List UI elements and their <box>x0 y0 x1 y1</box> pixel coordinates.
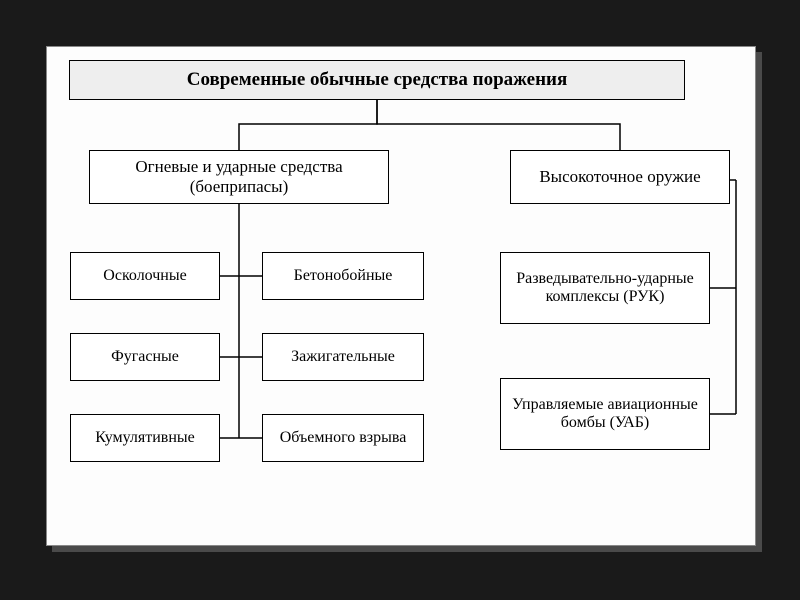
node-heat-label: Кумулятивные <box>95 429 195 447</box>
node-heat: Кумулятивные <box>70 414 220 462</box>
node-he-label: Фугасные <box>111 348 179 366</box>
node-fire-label: Огневые и ударные средства (боеприпасы) <box>96 157 382 196</box>
node-vol-label: Объемного взрыва <box>280 429 407 447</box>
node-ruk-label: Разведывательно-ударные комплексы (РУК) <box>507 270 703 307</box>
node-root: Современные обычные средства поражения <box>69 60 685 100</box>
node-ruk: Разведывательно-ударные комплексы (РУК) <box>500 252 710 324</box>
node-root-label: Современные обычные средства поражения <box>187 69 568 91</box>
node-concrete: Бетонобойные <box>262 252 424 300</box>
node-he: Фугасные <box>70 333 220 381</box>
node-precision-label: Высокоточное оружие <box>539 167 700 187</box>
node-uab: Управляемые авиационные бомбы (УАБ) <box>500 378 710 450</box>
node-vol: Объемного взрыва <box>262 414 424 462</box>
node-precision: Высокоточное оружие <box>510 150 730 204</box>
node-incend-label: Зажигательные <box>291 348 395 366</box>
node-fire: Огневые и ударные средства (боеприпасы) <box>89 150 389 204</box>
node-uab-label: Управляемые авиационные бомбы (УАБ) <box>507 396 703 433</box>
node-concrete-label: Бетонобойные <box>294 267 393 285</box>
node-frag-label: Осколочные <box>103 267 186 285</box>
node-incend: Зажигательные <box>262 333 424 381</box>
node-frag: Осколочные <box>70 252 220 300</box>
